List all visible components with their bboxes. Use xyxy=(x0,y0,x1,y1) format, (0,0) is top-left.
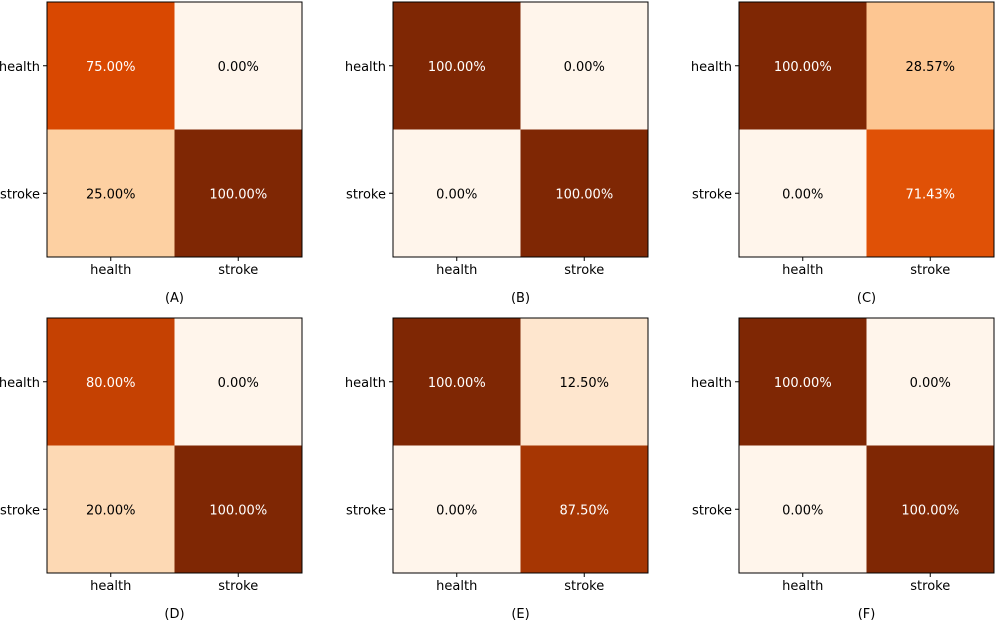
x-tick-label: health xyxy=(90,579,131,594)
heatmap-frame xyxy=(392,1,649,258)
y-tick-label: stroke xyxy=(0,503,40,518)
cell-value-label: 100.00% xyxy=(428,376,486,391)
x-tick-label: stroke xyxy=(564,263,604,278)
x-tick-label: stroke xyxy=(910,263,950,278)
heatmap-cell-health-stroke xyxy=(520,2,648,130)
heatmap-cell-health-health xyxy=(47,2,175,130)
x-tick-label: stroke xyxy=(218,579,258,594)
panel-label: (D) xyxy=(164,607,184,620)
heatmap-cell-stroke-health xyxy=(393,129,521,257)
confusion-matrix-panel-d: 80.00% 0.00% 20.00% 100.00% health stroke heal… xyxy=(0,317,303,622)
heatmap-cell-health-health xyxy=(739,2,867,130)
x-tick-label: stroke xyxy=(218,263,258,278)
panel-label: (F) xyxy=(858,607,876,620)
heatmap-cell-stroke-stroke xyxy=(866,445,994,573)
heatmap-cell-stroke-health xyxy=(47,445,175,573)
confusion-matrix-panel-e: 100.00% 12.50% 0.00% 87.50% health stroke heal… xyxy=(345,317,649,622)
heatmap-frame xyxy=(392,317,649,574)
confusion-matrix-panel-c: 100.00% 28.57% 0.00% 71.43% health stroke heal… xyxy=(691,1,995,306)
heatmap-cell-health-health xyxy=(393,318,521,446)
x-tick-label: health xyxy=(782,579,823,594)
confusion-matrix-panel-b: 100.00% 0.00% 0.00% 100.00% health stroke heal… xyxy=(345,1,649,306)
y-tick-label: health xyxy=(691,376,732,391)
cell-value-label: 71.43% xyxy=(905,187,955,202)
heatmap-cell-stroke-health xyxy=(739,129,867,257)
confusion-matrix-panel-f: 100.00% 0.00% 0.00% 100.00% health stroke heal… xyxy=(691,317,995,622)
cell-value-label: 0.00% xyxy=(782,503,823,518)
y-tick-label: health xyxy=(0,60,40,75)
heatmap-frame xyxy=(46,317,303,574)
cell-value-label: 75.00% xyxy=(86,60,136,75)
heatmap-cell-health-stroke xyxy=(866,2,994,130)
heatmap-cell-health-health xyxy=(739,318,867,446)
heatmap-cell-stroke-stroke xyxy=(174,129,302,257)
y-tick-label: health xyxy=(691,60,732,75)
heatmap-cell-health-stroke xyxy=(866,318,994,446)
y-tick-label: stroke xyxy=(346,503,386,518)
cell-value-label: 100.00% xyxy=(774,60,832,75)
heatmap-cell-stroke-stroke xyxy=(866,129,994,257)
cell-value-label: 100.00% xyxy=(901,503,959,518)
y-tick-label: health xyxy=(345,376,386,391)
y-tick-label: stroke xyxy=(692,187,732,202)
heatmap-cell-health-health xyxy=(47,318,175,446)
cell-value-label: 100.00% xyxy=(209,503,267,518)
panel-label: (B) xyxy=(511,291,530,306)
panel-label: (A) xyxy=(165,291,184,306)
panel-label: (E) xyxy=(511,607,529,620)
x-tick-label: health xyxy=(436,579,477,594)
cell-value-label: 0.00% xyxy=(910,376,951,391)
heatmap-cell-stroke-stroke xyxy=(520,129,648,257)
heatmap-frame xyxy=(738,317,995,574)
y-tick-label: stroke xyxy=(692,503,732,518)
cell-value-label: 87.50% xyxy=(559,503,609,518)
cell-value-label: 0.00% xyxy=(436,503,477,518)
heatmap-cell-health-health xyxy=(393,2,521,130)
panel-label: (C) xyxy=(857,291,876,306)
cell-value-label: 100.00% xyxy=(555,187,613,202)
heatmap-cell-stroke-health xyxy=(739,445,867,573)
x-tick-label: health xyxy=(436,263,477,278)
x-tick-label: health xyxy=(90,263,131,278)
heatmap-frame xyxy=(46,1,303,258)
y-tick-label: stroke xyxy=(346,187,386,202)
heatmap-cell-health-stroke xyxy=(520,318,648,446)
cell-value-label: 0.00% xyxy=(218,376,259,391)
heatmap-cell-stroke-health xyxy=(47,129,175,257)
confusion-matrix-panel-a: 75.00% 0.00% 25.00% 100.00% health stroke heal… xyxy=(0,1,303,306)
cell-value-label: 100.00% xyxy=(774,376,832,391)
cell-value-label: 28.57% xyxy=(905,60,955,75)
cell-value-label: 0.00% xyxy=(782,187,823,202)
cell-value-label: 0.00% xyxy=(436,187,477,202)
cell-value-label: 0.00% xyxy=(564,60,605,75)
cell-value-label: 100.00% xyxy=(209,187,267,202)
heatmap-cell-stroke-stroke xyxy=(174,445,302,573)
x-tick-label: health xyxy=(782,263,823,278)
cell-value-label: 20.00% xyxy=(86,503,136,518)
cell-value-label: 0.00% xyxy=(218,60,259,75)
cell-value-label: 80.00% xyxy=(86,376,136,391)
x-tick-label: stroke xyxy=(910,579,950,594)
y-tick-label: health xyxy=(345,60,386,75)
heatmap-cell-stroke-health xyxy=(393,445,521,573)
x-tick-label: stroke xyxy=(564,579,604,594)
cell-value-label: 12.50% xyxy=(559,376,609,391)
heatmap-cell-health-stroke xyxy=(174,2,302,130)
heatmap-cell-health-stroke xyxy=(174,318,302,446)
heatmap-cell-stroke-stroke xyxy=(520,445,648,573)
cell-value-label: 25.00% xyxy=(86,187,136,202)
cell-value-label: 100.00% xyxy=(428,60,486,75)
y-tick-label: stroke xyxy=(0,187,40,202)
y-tick-label: health xyxy=(0,376,40,391)
heatmap-frame xyxy=(738,1,995,258)
